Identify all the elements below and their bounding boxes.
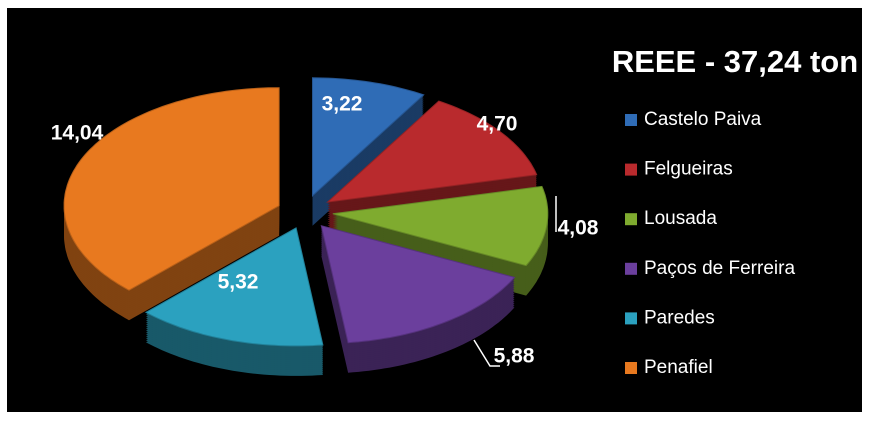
legend-swatch	[625, 362, 637, 374]
legend-label: Paredes	[644, 307, 715, 328]
data-label: 14,04	[51, 122, 104, 145]
chart-title: REEE - 37,24 ton	[612, 44, 858, 79]
slice	[320, 225, 516, 344]
slice	[332, 185, 549, 267]
slice	[144, 227, 324, 347]
slice	[326, 100, 538, 203]
legend-swatch	[625, 312, 637, 325]
data-label: 4,70	[477, 113, 518, 136]
slice	[312, 77, 425, 197]
legend-label: Paços de Ferreira	[644, 258, 795, 279]
legend-label: Felgueiras	[644, 159, 733, 180]
data-label: 5,88	[494, 345, 535, 368]
slice	[63, 87, 280, 291]
data-label: 3,22	[322, 93, 363, 116]
legend-swatch	[625, 163, 637, 176]
legend-swatch	[625, 262, 637, 275]
legend-swatch	[625, 114, 637, 126]
pie	[63, 77, 549, 376]
legend-label: Penafiel	[644, 357, 713, 378]
legend-swatch	[625, 213, 637, 226]
leader-line	[473, 339, 500, 367]
legend-label: Castelo Paiva	[644, 109, 762, 130]
data-label: 5,32	[218, 271, 259, 294]
data-label: 4,08	[558, 217, 599, 240]
legend-label: Lousada	[644, 208, 717, 229]
